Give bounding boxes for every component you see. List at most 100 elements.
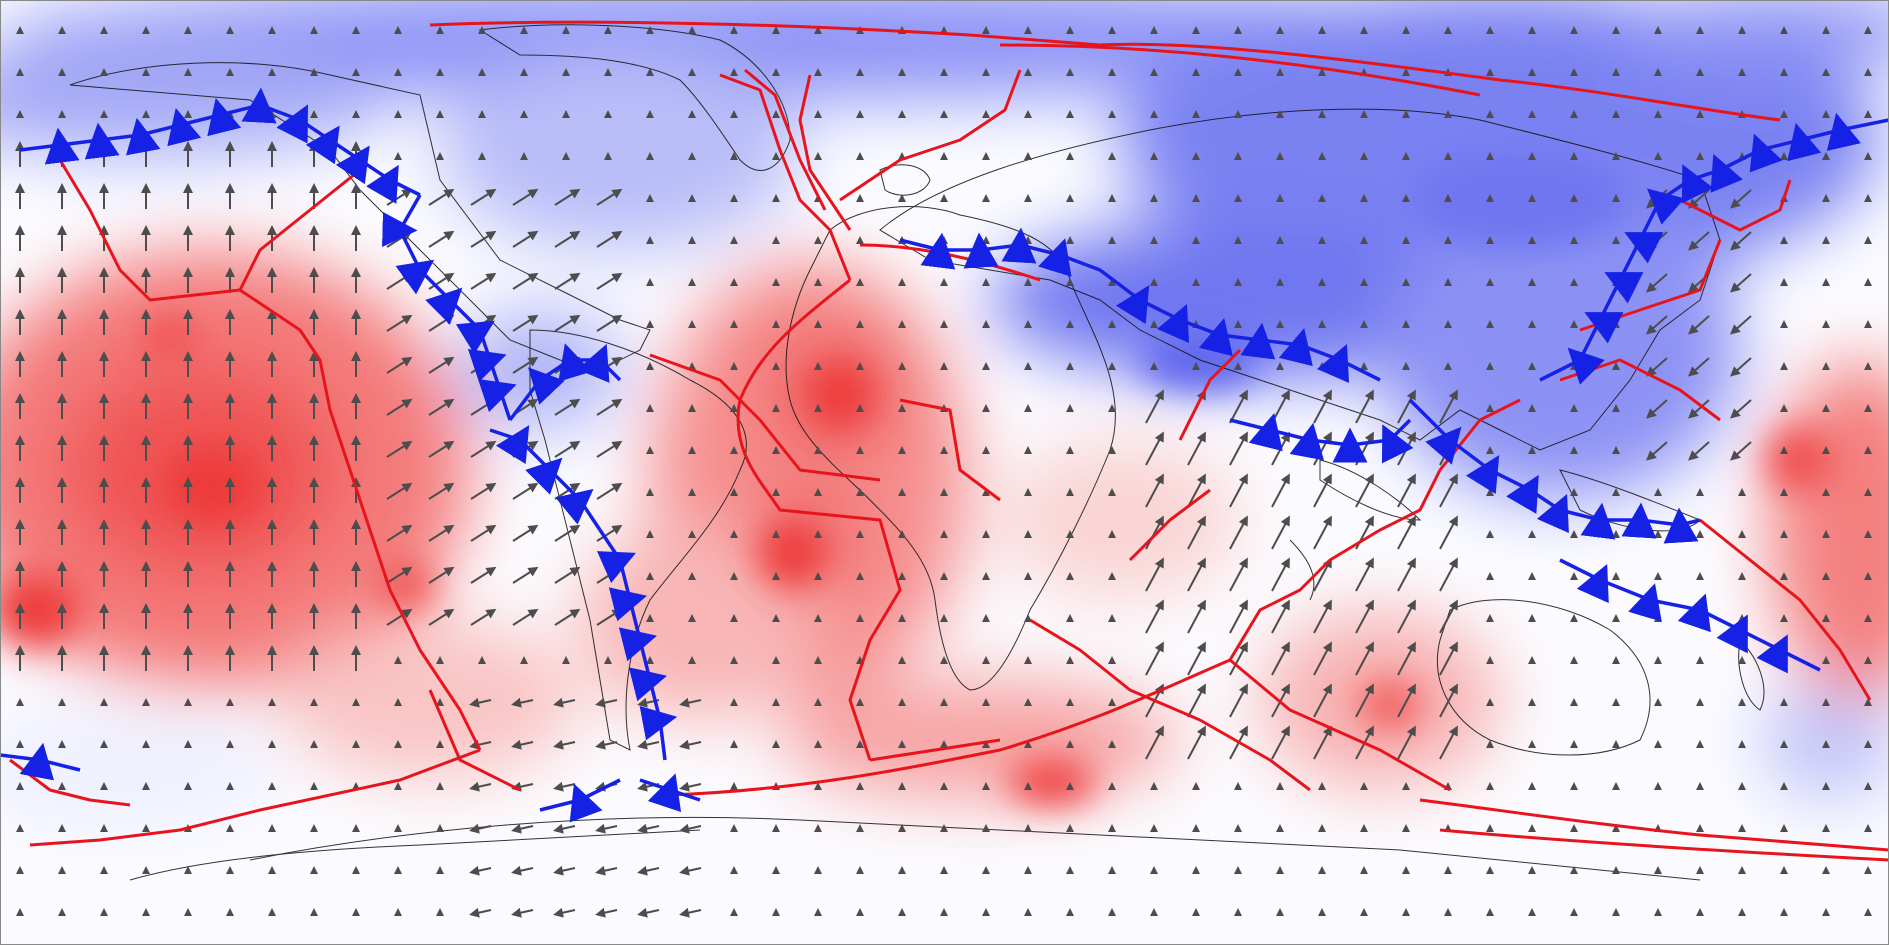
velocity-arrow: [1864, 614, 1872, 622]
velocity-arrow: [1108, 698, 1116, 706]
velocity-arrow: [772, 656, 780, 664]
velocity-arrow: [604, 110, 612, 118]
velocity-arrow: [1150, 866, 1158, 874]
velocity-arrow: [1024, 782, 1032, 790]
velocity-arrow: [58, 824, 66, 832]
velocity-arrow: [1612, 782, 1620, 790]
velocity-arrow: [1528, 404, 1536, 412]
velocity-arrow: [940, 152, 948, 160]
velocity-arrow: [814, 362, 822, 370]
velocity-arrow: [688, 68, 696, 76]
velocity-arrow: [1570, 404, 1578, 412]
velocity-arrow: [1780, 908, 1788, 916]
velocity-arrow: [898, 110, 906, 118]
velocity-arrow: [554, 230, 581, 248]
velocity-arrow: [772, 278, 780, 286]
velocity-arrow: [1570, 908, 1578, 916]
velocity-arrow: [595, 823, 618, 834]
velocity-arrow: [982, 26, 990, 34]
velocity-arrow: [1780, 530, 1788, 538]
velocity-arrow: [1864, 782, 1872, 790]
velocity-arrow: [470, 566, 497, 584]
velocity-arrow: [562, 656, 570, 664]
velocity-arrow: [1397, 557, 1416, 592]
velocity-arrow: [470, 608, 497, 626]
velocity-arrow: [1313, 599, 1332, 634]
velocity-arrow: [1066, 194, 1074, 202]
velocity-arrow: [470, 440, 497, 458]
velocity-arrow: [1192, 824, 1200, 832]
velocity-arrow: [1822, 656, 1830, 664]
velocity-arrow: [436, 782, 444, 790]
velocity-arrow: [1402, 782, 1410, 790]
velocity-arrow: [1444, 278, 1452, 286]
velocity-arrow: [1864, 740, 1872, 748]
velocity-arrow: [1528, 866, 1536, 874]
velocity-arrow: [470, 524, 497, 542]
velocity-arrow: [646, 68, 654, 76]
velocity-arrow: [814, 656, 822, 664]
velocity-arrow: [436, 866, 444, 874]
velocity-arrow: [1066, 866, 1074, 874]
velocity-arrow: [940, 908, 948, 916]
velocity-arrow: [940, 530, 948, 538]
velocity-arrow: [1397, 515, 1416, 550]
velocity-arrow: [1108, 404, 1116, 412]
velocity-arrow: [1192, 152, 1200, 160]
velocity-arrow: [1234, 908, 1242, 916]
velocity-arrow: [1397, 641, 1416, 676]
velocity-arrow: [1654, 68, 1662, 76]
velocity-arrow: [1864, 110, 1872, 118]
velocity-arrow: [1066, 26, 1074, 34]
velocity-arrow: [142, 740, 150, 748]
velocity-arrow: [982, 740, 990, 748]
velocity-arrow: [856, 740, 864, 748]
velocity-arrow: [226, 740, 234, 748]
velocity-arrow: [1864, 362, 1872, 370]
velocity-arrow: [352, 866, 360, 874]
velocity-arrow: [1318, 866, 1326, 874]
velocity-arrow: [1150, 68, 1158, 76]
velocity-arrow: [58, 68, 66, 76]
velocity-arrow: [856, 278, 864, 286]
velocity-arrow: [1486, 320, 1494, 328]
velocity-arrow: [1271, 557, 1290, 592]
velocity-arrow: [1402, 194, 1410, 202]
velocity-arrow: [982, 656, 990, 664]
velocity-arrow: [428, 482, 455, 500]
velocity-arrow: [352, 698, 360, 706]
velocity-arrow: [1397, 683, 1416, 718]
velocity-arrow: [1229, 683, 1248, 718]
velocity-arrow: [268, 26, 276, 34]
velocity-arrow: [1145, 431, 1164, 466]
velocity-arrow: [1066, 320, 1074, 328]
velocity-arrow: [646, 194, 654, 202]
velocity-arrow: [1024, 362, 1032, 370]
velocity-arrow: [562, 110, 570, 118]
velocity-arrow: [436, 740, 444, 748]
velocity-arrow: [982, 278, 990, 286]
velocity-arrow: [1444, 866, 1452, 874]
velocity-arrow: [394, 866, 402, 874]
velocity-arrow: [940, 866, 948, 874]
velocity-arrow: [16, 824, 24, 832]
velocity-arrow: [637, 739, 660, 750]
velocity-arrow: [772, 866, 780, 874]
velocity-arrow: [1192, 26, 1200, 34]
velocity-arrow: [1402, 908, 1410, 916]
velocity-arrow: [679, 739, 702, 750]
velocity-arrow: [646, 362, 654, 370]
velocity-arrow: [1864, 236, 1872, 244]
velocity-arrow: [646, 152, 654, 160]
velocity-arrow: [562, 152, 570, 160]
velocity-arrow: [688, 194, 696, 202]
velocity-arrow: [814, 782, 822, 790]
velocity-arrow: [268, 908, 276, 916]
velocity-arrow: [1730, 441, 1752, 461]
velocity-arrow: [1024, 530, 1032, 538]
velocity-arrow: [646, 446, 654, 454]
velocity-arrow: [1276, 194, 1284, 202]
velocity-arrow: [679, 907, 702, 918]
velocity-arrow: [646, 110, 654, 118]
